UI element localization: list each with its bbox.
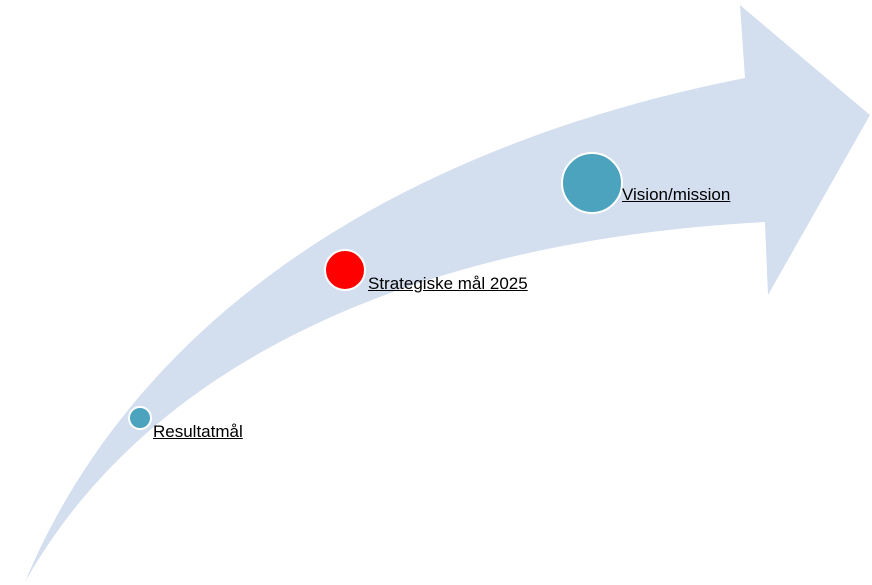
node-link[interactable]: Vision/mission — [622, 185, 731, 204]
node-dot — [561, 152, 623, 214]
node-link[interactable]: Resultatmål — [153, 422, 243, 441]
node-dot — [128, 406, 152, 430]
curved-arrow — [25, 5, 870, 582]
node-dot — [324, 249, 366, 291]
node-link[interactable]: Strategiske mål 2025 — [368, 274, 528, 293]
